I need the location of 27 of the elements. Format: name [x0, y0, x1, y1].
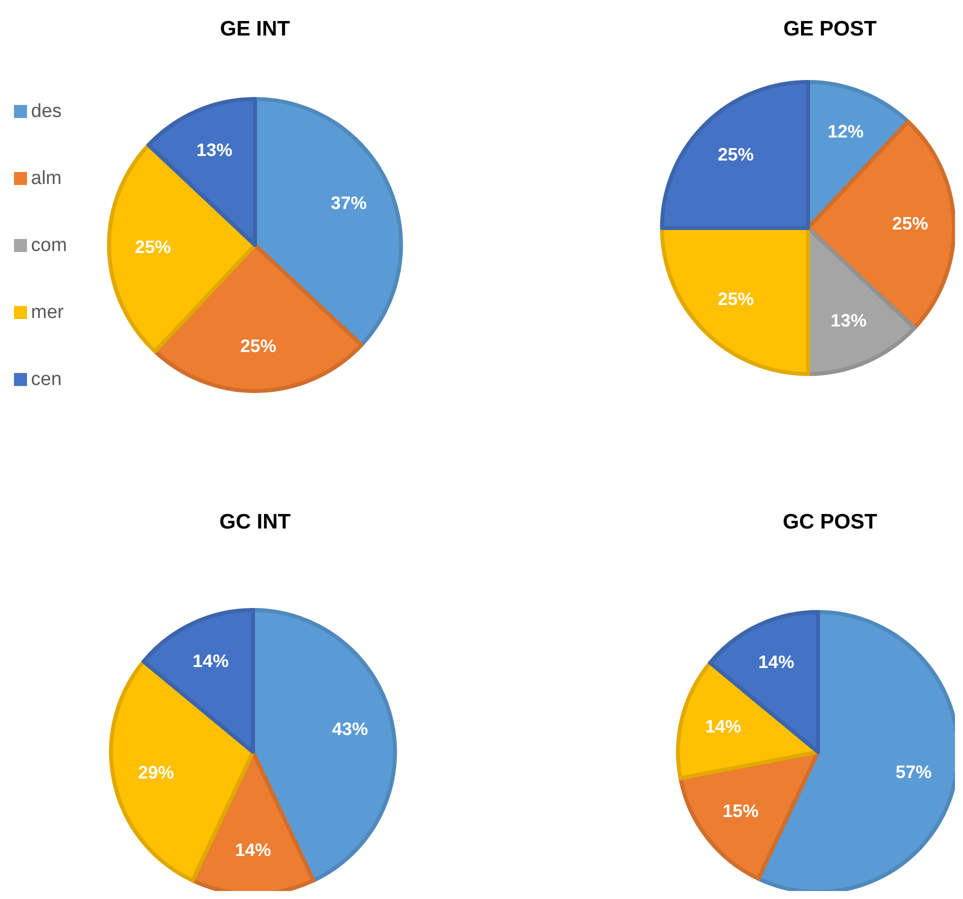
data-label: 14%	[234, 840, 272, 860]
data-label: 25%	[892, 214, 928, 234]
data-label: 14%	[705, 716, 742, 736]
legend-label: alm	[31, 168, 62, 190]
data-label: 37%	[330, 193, 367, 214]
pie-slice	[660, 226, 810, 376]
data-label: 12%	[828, 122, 864, 142]
data-label: 25%	[718, 144, 754, 164]
data-label: 13%	[830, 310, 867, 331]
data-label: 13%	[196, 140, 232, 160]
data-label: 43%	[332, 719, 368, 740]
data-label: 14%	[758, 652, 794, 672]
legend-label: des	[31, 101, 62, 122]
data-label: 25%	[134, 236, 171, 257]
legend-label: mer	[31, 302, 64, 324]
chart-title: GE POST	[783, 18, 877, 41]
chart-title: GC INT	[219, 510, 291, 534]
data-label: 14%	[192, 650, 229, 671]
chart-title: GC POST	[782, 510, 878, 534]
data-label: 25%	[240, 336, 276, 356]
legend-label: cen	[31, 369, 62, 390]
data-label: 57%	[896, 762, 932, 782]
data-label: 29%	[138, 762, 174, 782]
chart-title: GE INT	[220, 18, 290, 41]
legend-label: com	[31, 235, 67, 256]
data-label: 25%	[718, 289, 754, 310]
data-label: 15%	[722, 800, 759, 821]
